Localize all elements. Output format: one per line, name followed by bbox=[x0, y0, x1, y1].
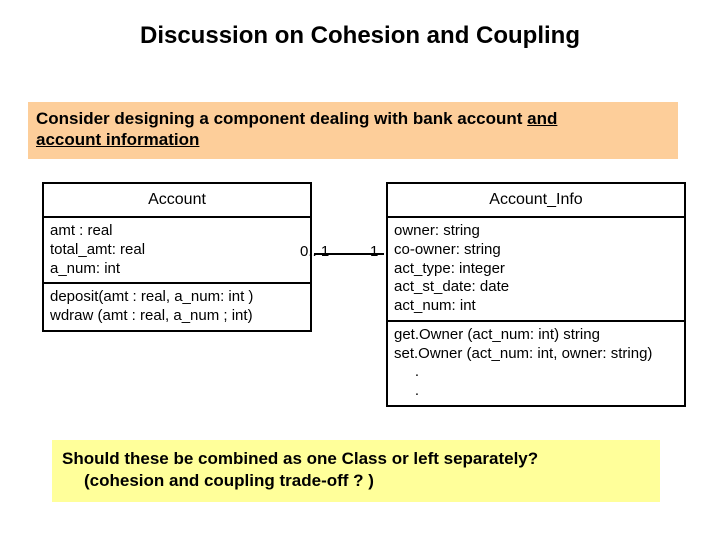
uml-info-operations: get.Owner (act_num: int) string set.Owne… bbox=[388, 320, 684, 405]
question-line2: (cohesion and coupling trade-off ? ) bbox=[62, 470, 650, 492]
discussion-question: Should these be combined as one Class or… bbox=[52, 440, 660, 502]
multiplicity-right: 1 bbox=[370, 243, 378, 260]
slide-title: Discussion on Cohesion and Coupling bbox=[0, 22, 720, 50]
uml-account-name: Account bbox=[44, 184, 310, 216]
multiplicity-left: 0.. 1 bbox=[300, 243, 329, 260]
question-line1: Should these be combined as one Class or… bbox=[62, 449, 538, 468]
uml-class-account: Account amt : real total_amt: real a_num… bbox=[42, 182, 312, 332]
uml-class-account-info: Account_Info owner: string co-owner: str… bbox=[386, 182, 686, 407]
uml-account-attributes: amt : real total_amt: real a_num: int bbox=[44, 216, 310, 282]
prompt-text-a: Consider designing a component dealing w… bbox=[36, 109, 527, 128]
uml-account-operations: deposit(amt : real, a_num: int ) wdraw (… bbox=[44, 282, 310, 330]
uml-info-name: Account_Info bbox=[388, 184, 684, 216]
prompt-underline-and: and bbox=[527, 109, 557, 128]
uml-info-attributes: owner: string co-owner: string act_type:… bbox=[388, 216, 684, 320]
prompt-underline-acct-info: account information bbox=[36, 130, 199, 149]
design-prompt: Consider designing a component dealing w… bbox=[28, 102, 678, 159]
